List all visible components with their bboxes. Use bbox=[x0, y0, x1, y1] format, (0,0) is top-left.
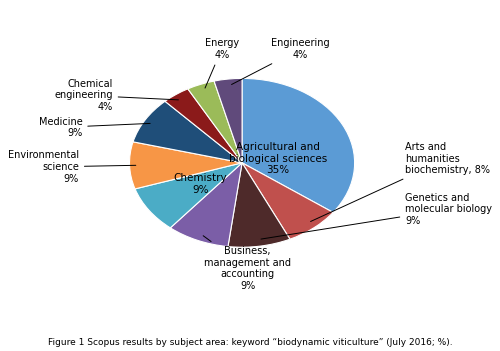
Wedge shape bbox=[130, 142, 242, 189]
Text: Agricultural and
biological sciences
35%: Agricultural and biological sciences 35% bbox=[229, 142, 327, 175]
Text: Environmental
science
9%: Environmental science 9% bbox=[8, 151, 136, 184]
Wedge shape bbox=[165, 89, 242, 163]
Text: Engineering
4%: Engineering 4% bbox=[232, 38, 330, 85]
Text: Genetics and
molecular biology
9%: Genetics and molecular biology 9% bbox=[261, 193, 492, 239]
Wedge shape bbox=[188, 81, 242, 163]
Wedge shape bbox=[133, 101, 242, 163]
Wedge shape bbox=[170, 163, 242, 246]
Wedge shape bbox=[135, 163, 242, 228]
Text: Chemical
engineering
4%: Chemical engineering 4% bbox=[54, 79, 178, 112]
Wedge shape bbox=[242, 163, 333, 239]
Text: Arts and
humanities
biochemistry, 8%: Arts and humanities biochemistry, 8% bbox=[310, 142, 490, 221]
Text: Figure 1 Scopus results by subject area: keyword “biodynamic viticulture” (July : Figure 1 Scopus results by subject area:… bbox=[48, 338, 452, 347]
Wedge shape bbox=[228, 163, 290, 247]
Text: Chemistry
9%: Chemistry 9% bbox=[174, 173, 227, 195]
Text: Energy
4%: Energy 4% bbox=[204, 38, 239, 88]
Text: Medicine
9%: Medicine 9% bbox=[38, 117, 150, 138]
Text: Business,
management and
accounting
9%: Business, management and accounting 9% bbox=[203, 236, 291, 291]
Wedge shape bbox=[242, 78, 354, 212]
Wedge shape bbox=[214, 78, 242, 163]
